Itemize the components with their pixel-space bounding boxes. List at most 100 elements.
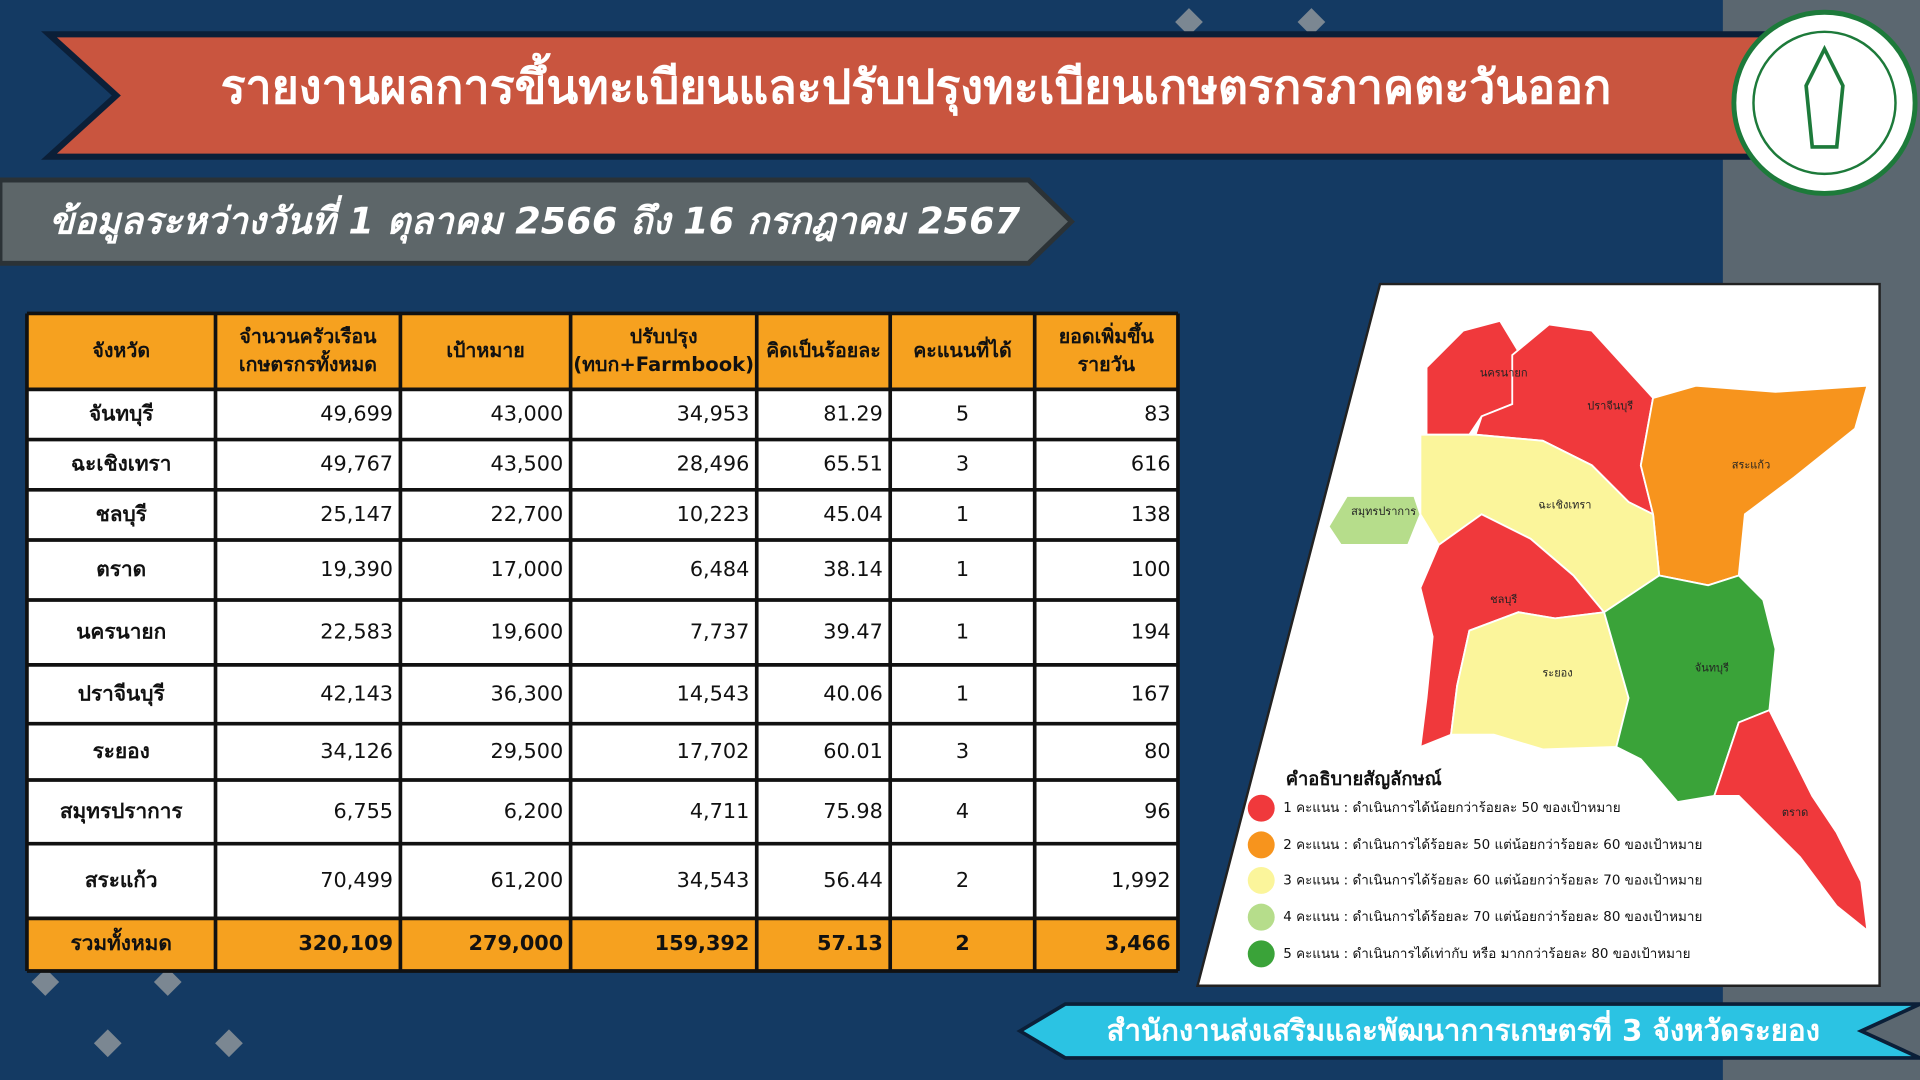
cell: 19,600 — [490, 619, 563, 643]
column-header: ปรับปรุง — [630, 325, 698, 349]
cell: 45.04 — [823, 502, 883, 526]
cell: 6,200 — [504, 799, 564, 823]
column-header: คะแนนที่ได้ — [913, 336, 1011, 362]
legend-item: 2 คะแนน : ดำเนินการได้ร้อยละ 50 แต่น้อยก… — [1283, 837, 1702, 853]
cell: 6,755 — [334, 799, 394, 823]
cell: 56.44 — [823, 868, 883, 892]
legend-swatch — [1247, 866, 1275, 894]
column-header: (ทบก+Farmbook) — [573, 353, 754, 376]
cell: 70,499 — [320, 868, 393, 892]
cell: 6,484 — [690, 557, 750, 581]
province: สระแก้ว — [85, 868, 158, 892]
total-cell: รวมทั้งหมด — [71, 927, 172, 955]
province-label: สมุทรปราการ — [1351, 505, 1416, 518]
cell: 36,300 — [490, 681, 563, 705]
cell: 3 — [956, 739, 969, 763]
title-banner — [41, 31, 1767, 160]
cell: 616 — [1131, 452, 1171, 476]
cell: 194 — [1131, 619, 1171, 643]
subtitle: ข้อมูลระหว่างวันที่ 1 ตุลาคม 2566 ถึง 16… — [49, 194, 1021, 244]
subtitle-banner — [0, 177, 1075, 266]
cell: 29,500 — [490, 739, 563, 763]
column-header: จังหวัด — [92, 339, 150, 362]
cell: 28,496 — [677, 452, 750, 476]
cell: 7,737 — [690, 619, 750, 643]
province: ปราจีนบุรี — [78, 681, 166, 706]
cell: 25,147 — [320, 502, 393, 526]
legend-title: คำอธิบายสัญลักษณ์ — [1286, 768, 1442, 790]
province-label: ปราจีนบุรี — [1587, 400, 1633, 413]
province-label: จันทบุรี — [1695, 662, 1729, 675]
column-header: เกษตรกรทั้งหมด — [239, 349, 377, 376]
cell: 34,126 — [320, 739, 393, 763]
cell: 80 — [1144, 739, 1170, 763]
cell: 100 — [1131, 557, 1171, 581]
province-label: นครนายก — [1480, 366, 1528, 379]
cell: 1,992 — [1111, 868, 1171, 892]
cell: 49,767 — [320, 452, 393, 476]
cell: 83 — [1144, 401, 1170, 425]
province-label: ตราด — [1782, 806, 1808, 819]
total-cell: 3,466 — [1105, 931, 1171, 955]
province: จันทบุรี — [89, 401, 154, 426]
cell: 34,543 — [677, 868, 750, 892]
total-cell: 159,392 — [655, 931, 750, 955]
province-label: ฉะเชิงเทรา — [1538, 499, 1591, 512]
footer: สำนักงานส่งเสริมและพัฒนาการเกษตรที่ 3 จั… — [1107, 1010, 1820, 1048]
cell: 4 — [956, 799, 969, 823]
cell: 3 — [956, 452, 969, 476]
cell: 40.06 — [823, 681, 883, 705]
cell: 17,702 — [677, 739, 750, 763]
legend-swatch — [1247, 831, 1275, 859]
cell: 60.01 — [823, 739, 883, 763]
province: ชลบุรี — [96, 502, 148, 527]
cell: 43,500 — [490, 452, 563, 476]
logo — [1731, 9, 1918, 196]
total-cell: 57.13 — [817, 931, 883, 955]
cell: 39.47 — [823, 619, 883, 643]
province-label: สระแก้ว — [1732, 458, 1771, 471]
cell: 96 — [1144, 799, 1170, 823]
legend: คำอธิบายสัญลักษณ์ 1 คะแนน : ดำเนินการได้น… — [1247, 768, 1702, 968]
province: ระยอง — [93, 739, 150, 763]
total-cell: 279,000 — [469, 931, 564, 955]
cell: 5 — [956, 401, 969, 425]
footer-banner — [1016, 1002, 1920, 1060]
cell: 19,390 — [320, 557, 393, 581]
legend-item: 4 คะแนน : ดำเนินการได้ร้อยละ 70 แต่น้อยก… — [1283, 909, 1702, 925]
legend-swatch — [1247, 940, 1275, 968]
column-header: รายวัน — [1078, 353, 1136, 376]
cell: 2 — [956, 868, 969, 892]
legend-swatch — [1247, 903, 1275, 931]
province: สมุทรปราการ — [60, 799, 184, 824]
cell: 167 — [1131, 681, 1171, 705]
cell: 10,223 — [677, 502, 750, 526]
cell: 22,583 — [320, 619, 393, 643]
cell: 4,711 — [690, 799, 750, 823]
cell: 42,143 — [320, 681, 393, 705]
cell: 138 — [1131, 502, 1171, 526]
header-row — [26, 313, 1178, 390]
column-header: ยอดเพิ่มขึ้น — [1059, 321, 1155, 348]
map — [1327, 319, 1869, 933]
column-header: จำนวนครัวเรือน — [239, 325, 377, 348]
cell: 14,543 — [677, 681, 750, 705]
legend-item: 5 คะแนน : ดำเนินการได้เท่ากับ หรือ มากกว… — [1283, 946, 1690, 962]
cell: 38.14 — [823, 557, 883, 581]
cell: 34,953 — [677, 401, 750, 425]
cell: 75.98 — [823, 799, 883, 823]
cell: 81.29 — [823, 401, 883, 425]
legend-item: 1 คะแนน : ดำเนินการได้น้อยกว่าร้อยละ 50 … — [1283, 800, 1620, 816]
column-header: คิดเป็นร้อยละ — [766, 338, 881, 362]
title: รายงานผลการขึ้นทะเบียนและปรับปรุงทะเบียน… — [221, 52, 1612, 116]
cell: 61,200 — [490, 868, 563, 892]
cell: 17,000 — [490, 557, 563, 581]
cell: 1 — [956, 619, 969, 643]
legend-item: 3 คะแนน : ดำเนินการได้ร้อยละ 60 แต่น้อยก… — [1283, 872, 1702, 888]
province: ตราด — [96, 557, 146, 581]
column-header: เป้าหมาย — [446, 339, 524, 362]
province: ฉะเชิงเทรา — [71, 452, 171, 476]
total-cell: 2 — [955, 931, 969, 955]
cell: 65.51 — [823, 452, 883, 476]
